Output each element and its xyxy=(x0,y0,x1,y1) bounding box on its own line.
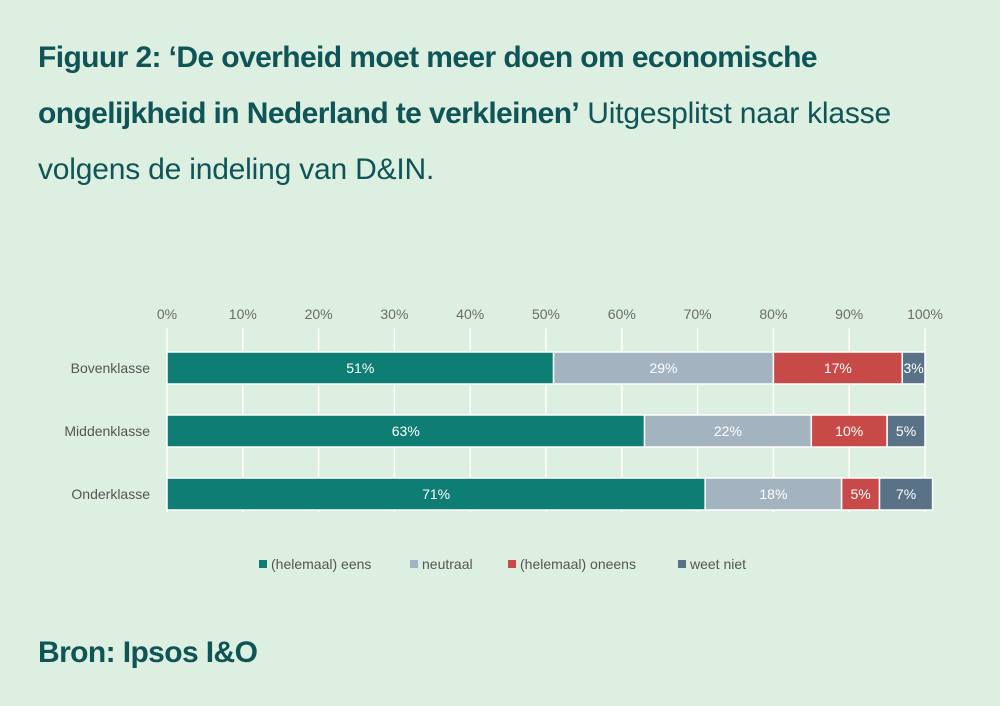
bar-segment xyxy=(840,477,881,511)
data-label: 51% xyxy=(346,360,374,376)
legend-swatch xyxy=(410,560,418,568)
category-label: Middenklasse xyxy=(64,423,150,439)
x-tick-label: 60% xyxy=(608,306,636,322)
bar-segment xyxy=(772,351,904,385)
data-label: 71% xyxy=(422,486,450,502)
bar-segment xyxy=(166,351,555,385)
x-tick-label: 70% xyxy=(684,306,712,322)
legend-label: (helemaal) eens xyxy=(271,556,371,572)
data-label: 10% xyxy=(835,423,863,439)
data-label: 5% xyxy=(850,486,870,502)
category-label: Bovenklasse xyxy=(71,360,151,376)
data-label: 17% xyxy=(824,360,852,376)
x-tick-label: 40% xyxy=(456,306,484,322)
x-tick-label: 30% xyxy=(380,306,408,322)
legend-swatch xyxy=(259,560,267,568)
chart-title: Figuur 2: ‘De overheid moet meer doen om… xyxy=(38,30,978,198)
x-tick-label: 90% xyxy=(835,306,863,322)
legend-label: neutraal xyxy=(422,556,473,572)
legend-swatch xyxy=(678,560,686,568)
data-label: 29% xyxy=(649,360,677,376)
x-tick-label: 80% xyxy=(759,306,787,322)
source-note: Bron: Ipsos I&O xyxy=(38,636,258,669)
title-bold: Figuur 2: ‘De overheid moet meer doen om… xyxy=(38,41,818,130)
bar-segment xyxy=(901,351,926,385)
x-tick-label: 20% xyxy=(305,306,333,322)
data-label: 22% xyxy=(714,423,742,439)
bar-segment xyxy=(552,351,775,385)
legend-label: (helemaal) oneens xyxy=(520,556,636,572)
bar-segment xyxy=(810,414,888,448)
x-tick-label: 10% xyxy=(229,306,257,322)
title-subtitle: Uitgesplitst naar klasse volgens de inde… xyxy=(38,97,891,186)
legend-swatch xyxy=(508,560,516,568)
data-label: 3% xyxy=(904,360,924,376)
bar-segment xyxy=(166,414,646,448)
bar-segment xyxy=(878,477,934,511)
stacked-bar-chart: 0% 10% 20% 30% 40% 50% 60% 70% 80% 90% 100% Bovenk… xyxy=(64,306,943,572)
x-tick-label: 0% xyxy=(157,306,177,322)
legend-label: weet niet xyxy=(689,556,746,572)
category-label: Onderklasse xyxy=(71,486,150,502)
data-label: 63% xyxy=(392,423,420,439)
data-label: 18% xyxy=(759,486,787,502)
bar-segment xyxy=(166,477,706,511)
x-tick-label: 100% xyxy=(907,306,943,322)
data-label: 5% xyxy=(896,423,916,439)
x-tick-label: 50% xyxy=(532,306,560,322)
data-label: 7% xyxy=(896,486,916,502)
bar-segment xyxy=(886,414,926,448)
